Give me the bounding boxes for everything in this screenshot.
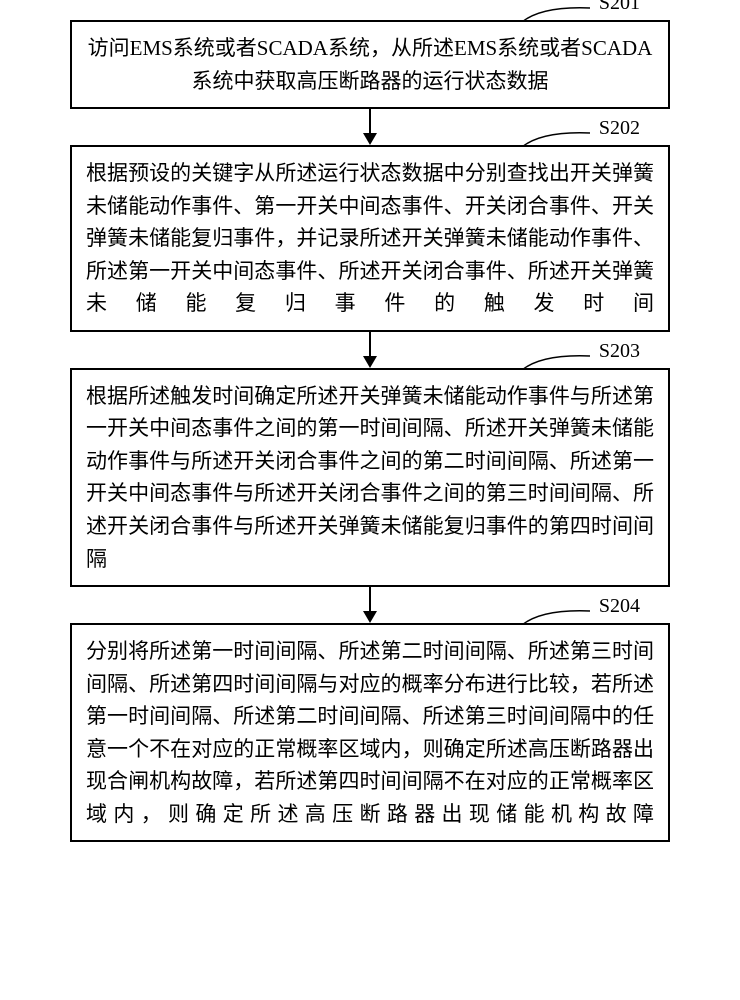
step-label-1: S201: [599, 0, 640, 15]
step-box-1: 访问EMS系统或者SCADA系统，从所述EMS系统或者SCADA系统中获取高压断…: [70, 20, 670, 109]
step-text-3: 根据所述触发时间确定所述开关弹簧未储能动作事件与所述第一开关中间态事件之间的第一…: [86, 384, 654, 571]
step-label-4: S204: [599, 595, 640, 618]
step-text-1: 访问EMS系统或者SCADA系统，从所述EMS系统或者SCADA系统中获取高压断…: [88, 36, 653, 93]
arrow-1: [363, 109, 377, 145]
step-box-3: 根据所述触发时间确定所述开关弹簧未储能动作事件与所述第一开关中间态事件之间的第一…: [70, 368, 670, 587]
step-label-2: S202: [599, 117, 640, 140]
arrow-2: [363, 332, 377, 368]
step-text-4: 分别将所述第一时间间隔、所述第二时间间隔、所述第三时间间隔、所述第四时间间隔与对…: [86, 639, 654, 826]
step-label-3: S203: [599, 340, 640, 363]
flowchart-container: S201 访问EMS系统或者SCADA系统，从所述EMS系统或者SCADA系统中…: [40, 20, 700, 842]
step-box-2: 根据预设的关键字从所述运行状态数据中分别查找出开关弹簧未储能动作事件、第一开关中…: [70, 145, 670, 332]
step-text-2: 根据预设的关键字从所述运行状态数据中分别查找出开关弹簧未储能动作事件、第一开关中…: [86, 161, 654, 315]
arrow-3: [363, 587, 377, 623]
step-box-4: 分别将所述第一时间间隔、所述第二时间间隔、所述第三时间间隔、所述第四时间间隔与对…: [70, 623, 670, 842]
